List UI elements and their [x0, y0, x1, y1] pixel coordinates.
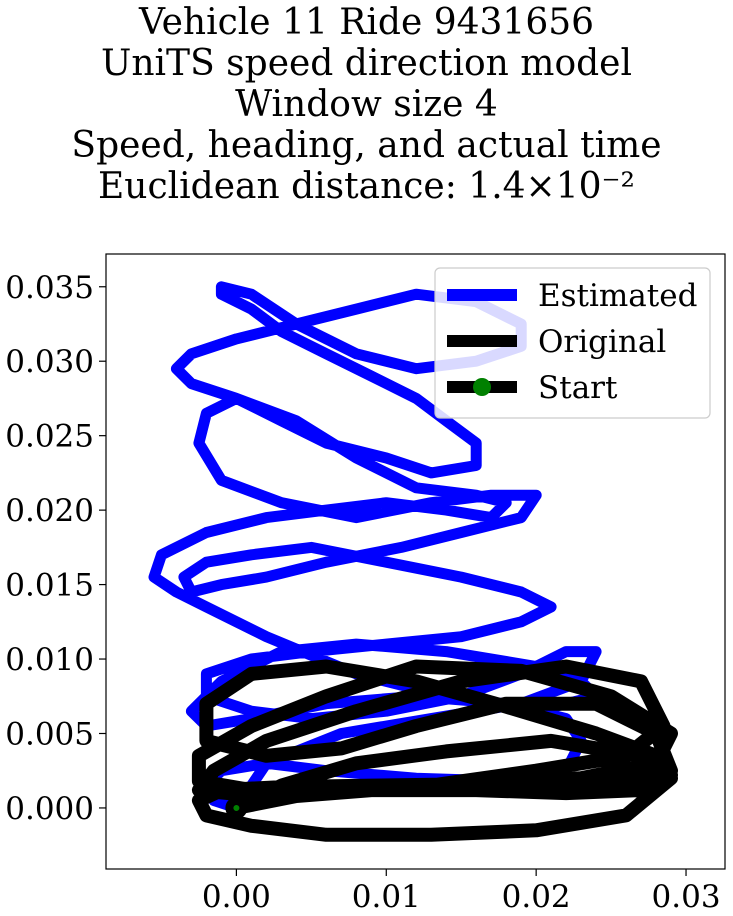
legend-label-original: Original	[538, 324, 666, 360]
chart-title: Vehicle 11 Ride 9431656 UniTS speed dire…	[0, 2, 733, 207]
legend-box	[434, 267, 711, 419]
y-tick-label: 0.030	[5, 344, 94, 380]
y-tick-label: 0.020	[5, 493, 94, 529]
series-line-estimated	[148, 281, 602, 814]
legend-swatch-start-marker	[473, 378, 491, 396]
series-line-original	[191, 659, 678, 842]
y-tick-label: 0.025	[5, 419, 94, 455]
title-line-4: Speed, heading, and actual time	[71, 125, 662, 166]
legend-label-estimated: Estimated	[538, 278, 697, 314]
y-tick-label: 0.000	[5, 791, 94, 827]
y-tick-label: 0.005	[5, 716, 94, 752]
y-tick-label: 0.010	[5, 642, 94, 678]
x-tick-label: 0.01	[352, 879, 421, 915]
series-layer	[148, 281, 678, 842]
legend-label-start: Start	[538, 370, 618, 406]
start-marker	[225, 796, 248, 819]
x-tick-label: 0.02	[502, 879, 571, 915]
x-tick-label: 0.03	[652, 879, 721, 915]
y-tick-label: 0.035	[5, 270, 94, 306]
title-line-1: Vehicle 11 Ride 9431656	[138, 2, 595, 43]
y-tick-label: 0.015	[5, 568, 94, 604]
legend: Estimated Original Start	[434, 267, 711, 419]
title-line-2: UniTS speed direction model	[101, 43, 632, 84]
title-line-5: Euclidean distance: 1.4×10⁻²	[98, 166, 635, 207]
axes-layer: 0.00 0.01 0.02 0.03 0.000 0.005 0.010 0.015 0.02…	[5, 270, 720, 915]
title-line-3: Window size 4	[235, 84, 498, 125]
x-tick-label: 0.00	[202, 879, 271, 915]
